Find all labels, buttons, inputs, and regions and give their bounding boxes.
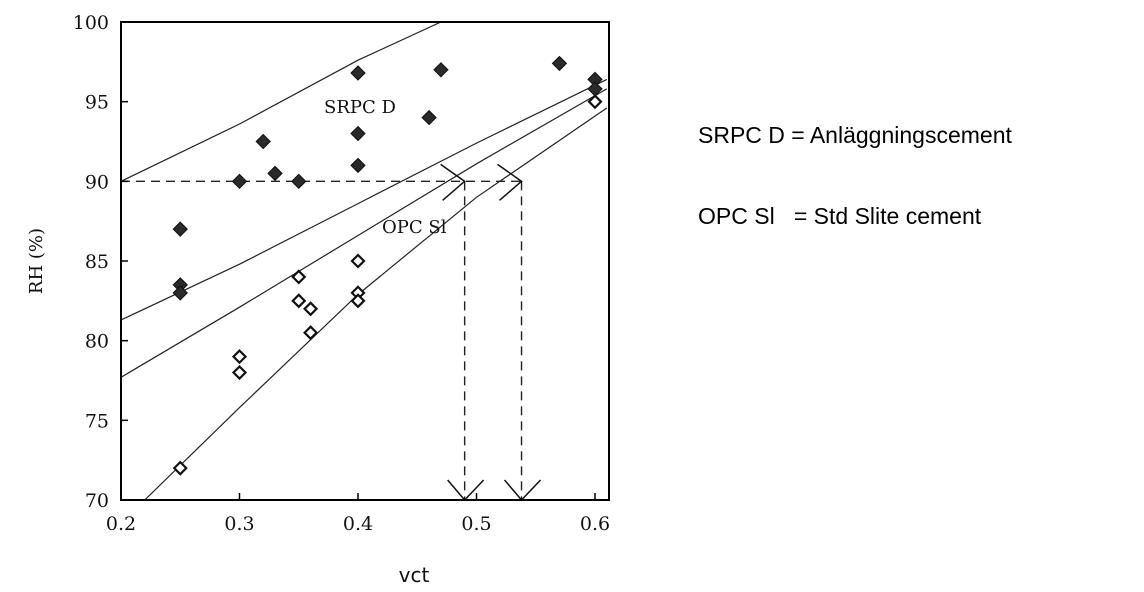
srpc-d-point: [350, 65, 366, 81]
opc-sl-point: [303, 325, 319, 341]
reference-lines: [121, 180, 523, 500]
opc-sl-point: [172, 460, 188, 476]
opc-sl-point: [231, 364, 248, 381]
srpc-d-point: [350, 157, 366, 174]
fit-curve: [121, 88, 608, 378]
y-tick-label: 70: [85, 490, 109, 512]
y-tick-label: 85: [85, 251, 109, 273]
srpc-d-point: [433, 62, 449, 78]
opc-sl-point: [350, 253, 366, 269]
opc-sl-point: [350, 293, 366, 309]
data-points: [172, 55, 603, 476]
arrowhead: [447, 479, 485, 502]
opc-sl-point: [231, 349, 248, 365]
srpc-d-point: [587, 81, 603, 97]
y-tick-label: 75: [85, 410, 109, 432]
y-tick-label: 80: [85, 331, 109, 353]
x-tick-label: 0.4: [343, 513, 373, 535]
legend: SRPC D = Anläggningscement OPC Sl = Std …: [698, 68, 1012, 257]
x-tick-labels: 0.2 0.3 0.4 0.5 0.6: [106, 513, 610, 535]
y-tick-labels: 100 95 90 85 80 75 70: [73, 12, 109, 512]
arrowhead: [440, 163, 466, 201]
x-tick-label: 0.3: [224, 513, 254, 535]
y-tick-label: 100: [73, 12, 109, 34]
annotation-opc-sl: OPC Sl: [382, 217, 447, 238]
srpc-d-point: [421, 109, 437, 126]
opc-sl-point: [291, 269, 307, 285]
fit-curve: [121, 22, 442, 182]
legend-entry-srpc-d: SRPC D = Anläggningscement: [698, 122, 1012, 148]
x-tick-label: 0.6: [580, 513, 610, 535]
x-axis-label: vct: [399, 563, 430, 587]
opc-sl-point: [587, 94, 603, 110]
fit-curve: [121, 78, 608, 321]
axis-ticks: [120, 21, 596, 501]
y-tick-label: 95: [85, 92, 109, 114]
srpc-d-point: [291, 173, 307, 190]
srpc-d-point: [551, 55, 568, 72]
srpc-d-point: [172, 221, 188, 237]
srpc-d-point: [255, 133, 271, 150]
fit-curve: [144, 107, 608, 500]
x-tick-label: 0.2: [106, 513, 136, 535]
legend-entry-opc-sl: OPC Sl = Std Slite cement: [698, 203, 982, 229]
arrowhead: [503, 479, 542, 502]
opc-sl-point: [303, 301, 319, 317]
opc-sl-point: [291, 293, 307, 309]
x-tick-label: 0.5: [461, 513, 491, 535]
y-tick-label: 90: [85, 171, 109, 193]
arrowhead: [497, 163, 523, 201]
srpc-d-point: [172, 285, 188, 301]
srpc-d-point: [267, 165, 283, 182]
srpc-d-point: [350, 125, 366, 142]
y-axis-label: RH (%): [26, 228, 47, 294]
srpc-d-point: [231, 173, 248, 190]
annotation-srpc-d: SRPC D: [324, 97, 396, 118]
